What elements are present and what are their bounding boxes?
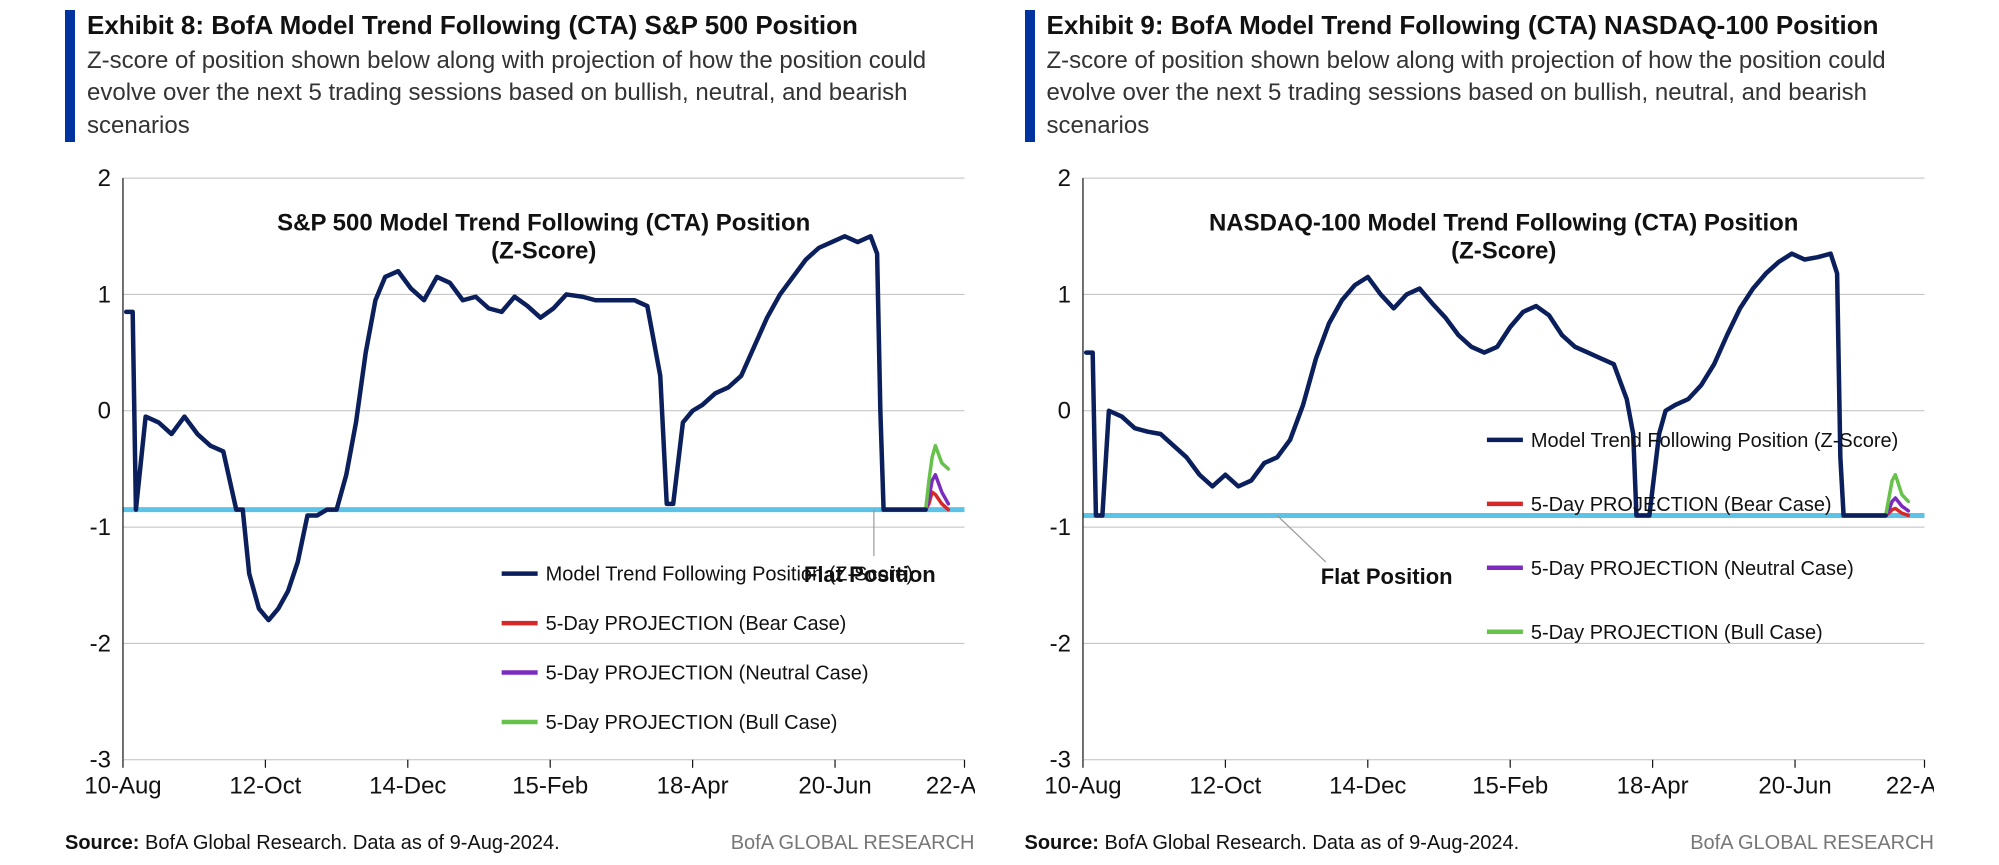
svg-text:1: 1 [98, 282, 111, 309]
svg-text:12-Oct: 12-Oct [1189, 773, 1261, 800]
svg-text:-3: -3 [90, 747, 111, 774]
svg-text:5-Day PROJECTION (Bear Case): 5-Day PROJECTION (Bear Case) [1530, 494, 1831, 516]
svg-text:Flat Position: Flat Position [1320, 564, 1452, 589]
svg-text:-3: -3 [1049, 747, 1070, 774]
svg-text:5-Day PROJECTION (Neutral Case: 5-Day PROJECTION (Neutral Case) [1530, 558, 1853, 580]
header: Exhibit 8: BofA Model Trend Following (C… [65, 10, 975, 142]
exhibit-8-panel: Exhibit 8: BofA Model Trend Following (C… [40, 10, 1000, 855]
svg-text:18-Apr: 18-Apr [657, 773, 729, 800]
svg-text:-2: -2 [1049, 631, 1070, 658]
line-chart: -3-2-1012Flat Position10-Aug12-Oct14-Dec… [65, 160, 975, 804]
svg-text:2: 2 [1057, 165, 1070, 192]
svg-text:22-Aug: 22-Aug [1885, 773, 1934, 800]
header: Exhibit 9: BofA Model Trend Following (C… [1025, 10, 1935, 142]
svg-text:(Z-Score): (Z-Score) [1451, 238, 1556, 265]
svg-text:5-Day PROJECTION (Bull Case): 5-Day PROJECTION (Bull Case) [1530, 622, 1822, 644]
exhibit-9-panel: Exhibit 9: BofA Model Trend Following (C… [1000, 10, 1960, 855]
svg-text:15-Feb: 15-Feb [1472, 773, 1548, 800]
exhibit-subtitle: Z-score of position shown below along wi… [87, 45, 975, 142]
brand-label: BofA GLOBAL RESEARCH [1690, 814, 1934, 855]
brand-label: BofA GLOBAL RESEARCH [731, 814, 975, 855]
svg-text:5-Day PROJECTION (Bear Case): 5-Day PROJECTION (Bear Case) [546, 613, 847, 635]
svg-text:NASDAQ-100 Model Trend Followi: NASDAQ-100 Model Trend Following (CTA) P… [1209, 210, 1798, 237]
svg-text:5-Day PROJECTION (Bull Case): 5-Day PROJECTION (Bull Case) [546, 712, 838, 734]
exhibit-title: Exhibit 9: BofA Model Trend Following (C… [1047, 10, 1935, 41]
svg-text:2: 2 [98, 165, 111, 192]
svg-text:Model Trend Following Position: Model Trend Following Position (Z-Score) [546, 564, 913, 586]
exhibit-subtitle: Z-score of position shown below along wi… [1047, 45, 1935, 142]
svg-text:12-Oct: 12-Oct [229, 773, 301, 800]
source-line: Source: BofA Global Research. Data as of… [1025, 832, 1520, 855]
line-chart: -3 -2 -1 0 1 2 Flat Position 10-Aug 12-Oct 14-Dec… [1025, 160, 1935, 804]
svg-text:-2: -2 [90, 631, 111, 658]
svg-text:0: 0 [98, 398, 111, 425]
svg-text:15-Feb: 15-Feb [512, 773, 588, 800]
source-line: Source: BofA Global Research. Data as of… [65, 832, 560, 855]
svg-text:-1: -1 [1049, 514, 1070, 541]
svg-text:S&P 500 Model Trend Following: S&P 500 Model Trend Following (CTA) Posi… [277, 210, 810, 237]
svg-text:20-Jun: 20-Jun [1758, 773, 1831, 800]
accent-bar [65, 10, 75, 142]
svg-text:22-Aug: 22-Aug [926, 773, 975, 800]
svg-text:Model Trend Following Position: Model Trend Following Position (Z-Score) [1530, 430, 1897, 452]
svg-text:20-Jun: 20-Jun [798, 773, 871, 800]
svg-text:14-Dec: 14-Dec [369, 773, 446, 800]
chart-area: -3 -2 -1 0 1 2 Flat Position 10-Aug 12-Oct 14-Dec… [1025, 160, 1935, 804]
svg-text:0: 0 [1057, 398, 1070, 425]
svg-text:14-Dec: 14-Dec [1329, 773, 1406, 800]
svg-text:1: 1 [1057, 282, 1070, 309]
svg-text:18-Apr: 18-Apr [1616, 773, 1688, 800]
svg-text:5-Day PROJECTION (Neutral Case: 5-Day PROJECTION (Neutral Case) [546, 663, 869, 685]
svg-text:(Z-Score): (Z-Score) [491, 238, 596, 265]
svg-text:-1: -1 [90, 514, 111, 541]
svg-text:10-Aug: 10-Aug [1044, 773, 1121, 800]
svg-text:10-Aug: 10-Aug [84, 773, 161, 800]
accent-bar [1025, 10, 1035, 142]
exhibit-title: Exhibit 8: BofA Model Trend Following (C… [87, 10, 975, 41]
chart-area: -3-2-1012Flat Position10-Aug12-Oct14-Dec… [65, 160, 975, 804]
